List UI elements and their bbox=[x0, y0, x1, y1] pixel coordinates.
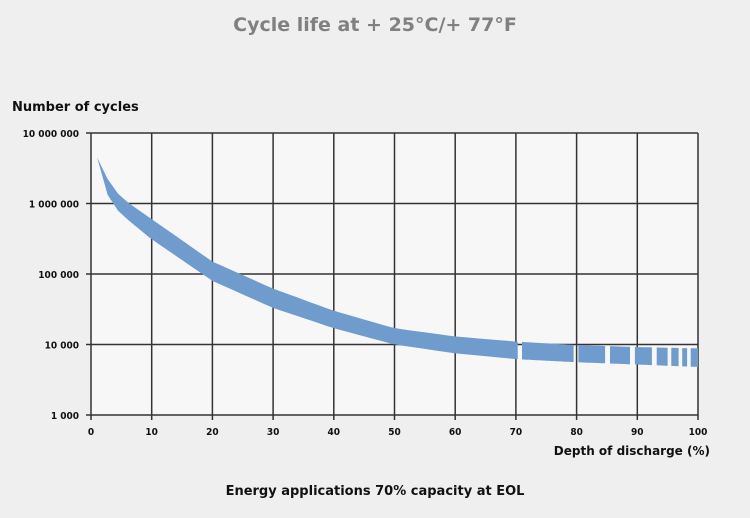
x-tick-label: 60 bbox=[449, 427, 462, 438]
x-tick-label: 10 bbox=[145, 427, 158, 438]
cycle-life-band-segment bbox=[656, 347, 668, 366]
cycle-life-band-segment bbox=[671, 347, 679, 367]
x-tick-label: 40 bbox=[328, 427, 341, 438]
y-tick-label: 10 000 bbox=[45, 341, 79, 352]
cycle-life-band-segment bbox=[690, 348, 698, 367]
cycle-life-band-segment bbox=[610, 346, 630, 365]
x-tick-label: 30 bbox=[267, 427, 280, 438]
x-tick-label: 90 bbox=[631, 427, 644, 438]
y-tick-label: 1 000 bbox=[51, 411, 79, 422]
cycle-life-band-segment bbox=[97, 157, 518, 360]
cycle-life-band-segment bbox=[578, 345, 606, 364]
y-tick-label: 1 000 000 bbox=[29, 200, 79, 211]
x-tick-label: 50 bbox=[388, 427, 401, 438]
chart-caption: Energy applications 70% capacity at EOL bbox=[225, 484, 525, 499]
cycle-life-band-segment bbox=[634, 347, 652, 366]
cycle-life-band-segment bbox=[522, 341, 574, 363]
cycle-life-band-segment bbox=[682, 348, 688, 367]
y-tick-label: 100 000 bbox=[38, 270, 79, 281]
x-tick-label: 0 bbox=[88, 427, 94, 438]
y-tick-label: 10 000 000 bbox=[23, 129, 79, 140]
x-tick-label: 100 bbox=[689, 427, 708, 438]
y-axis-label: Number of cycles bbox=[12, 100, 139, 115]
chart-title: Cycle life at + 25°C/+ 77°F bbox=[233, 14, 517, 36]
x-tick-label: 70 bbox=[510, 427, 523, 438]
x-tick-label: 20 bbox=[206, 427, 219, 438]
x-axis-label: Depth of discharge (%) bbox=[553, 444, 710, 458]
x-tick-label: 80 bbox=[570, 427, 583, 438]
